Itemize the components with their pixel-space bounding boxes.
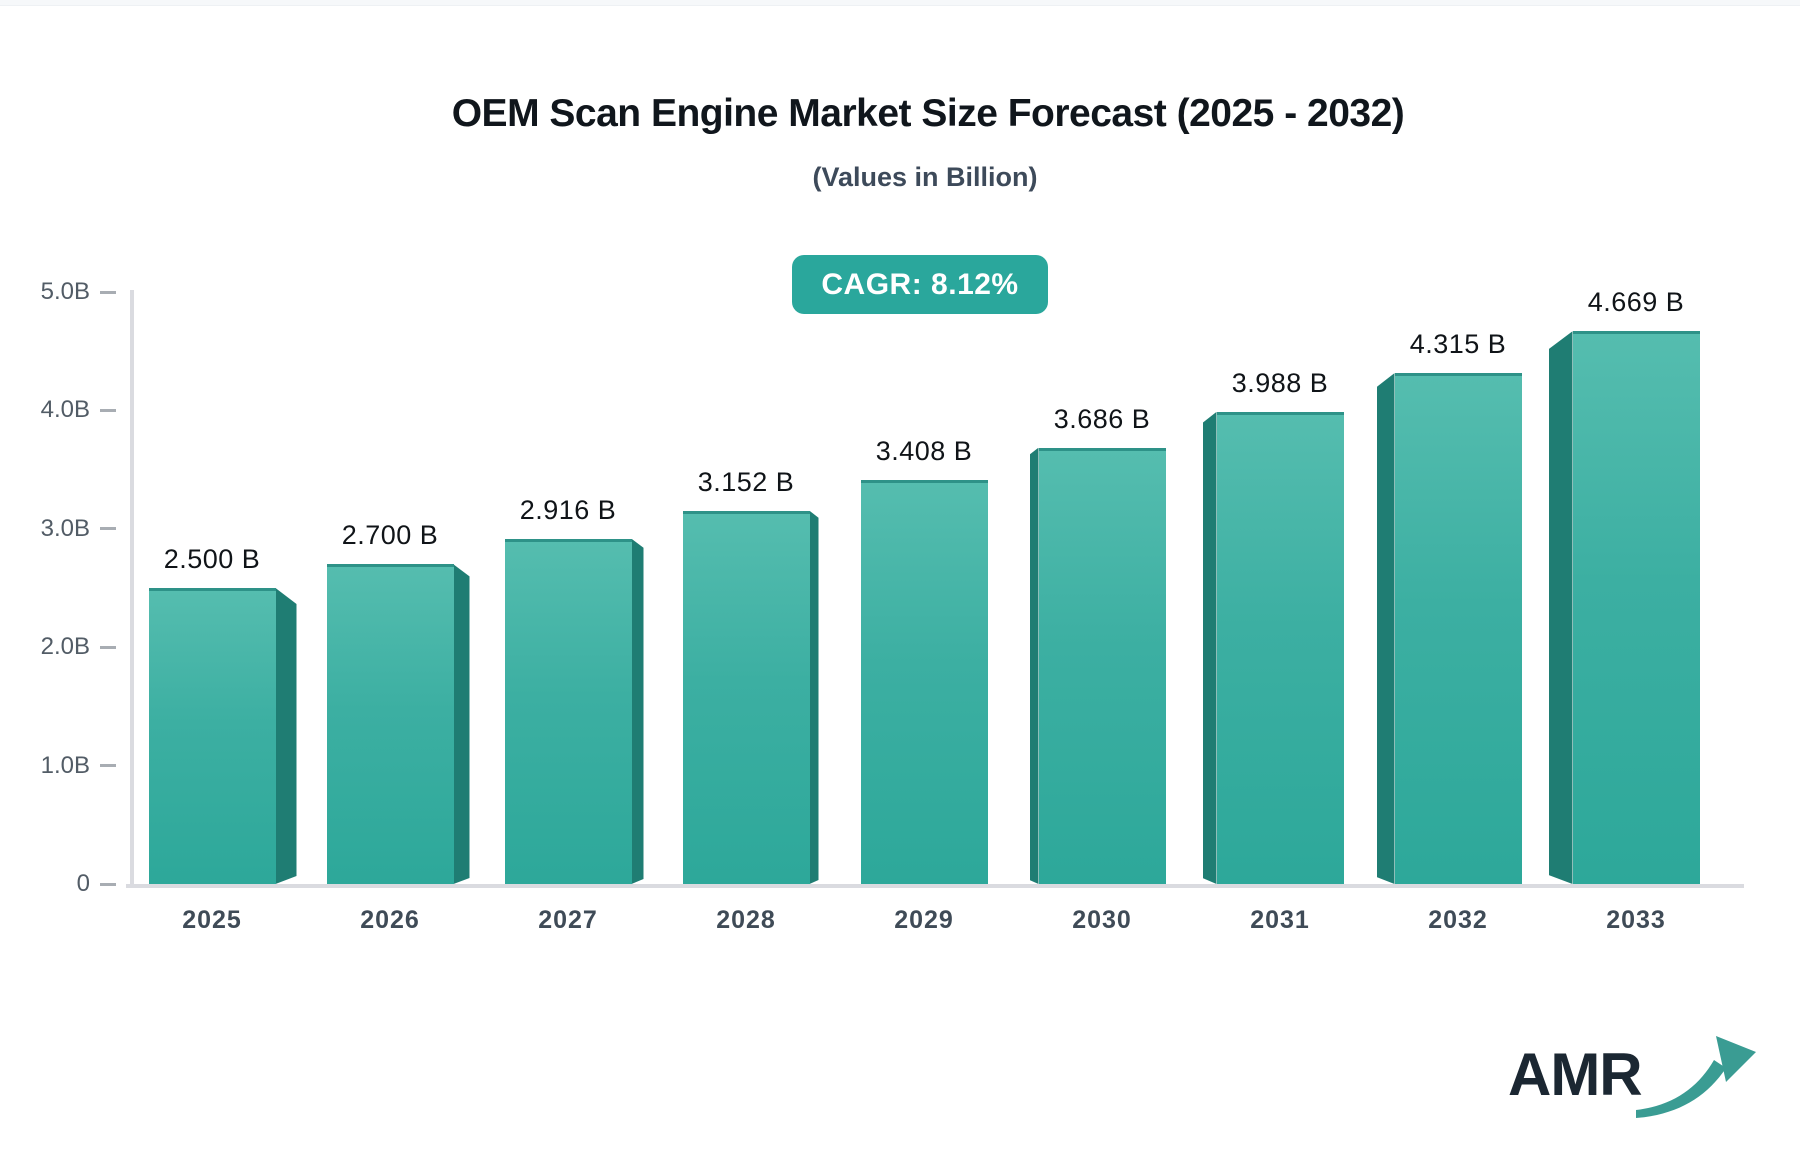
page-subtitle: (Values in Billion) (812, 162, 1038, 192)
bar-value-label: 4.315 B (1409, 329, 1507, 360)
bar-side-panel-2025 (276, 588, 297, 884)
bar-face-2027 (504, 538, 632, 884)
bar-face-2028 (682, 510, 810, 884)
x-axis-baseline (126, 884, 1744, 888)
x-tick-label: 2030 (1072, 906, 1132, 934)
page-title: OEM Scan Engine Market Size Forecast (20… (451, 92, 1405, 135)
x-tick-label: 2033 (1606, 906, 1666, 934)
y-tick-mark (100, 764, 116, 768)
bar-value-label: 3.152 B (697, 466, 795, 497)
bar-value-label: 2.916 B (519, 494, 617, 525)
bar-side-panel-2028 (810, 511, 819, 884)
x-tick-label: 2028 (716, 906, 776, 934)
bar-value-label: 2.500 B (163, 544, 261, 574)
bar-value-label: 4.669 B (1587, 287, 1685, 318)
bar-face-2029 (860, 480, 988, 884)
bar-face-2026 (326, 564, 454, 884)
x-tick-label: 2027 (538, 906, 598, 934)
trend-up-arrow-icon (1636, 1036, 1756, 1118)
y-tick-mark (100, 290, 116, 294)
top-border-strip (0, 0, 1800, 6)
bar-face-2032 (1394, 373, 1522, 884)
bar-face-2030 (1038, 447, 1166, 884)
y-axis-line (130, 290, 134, 888)
bar-face-2033 (1572, 331, 1700, 884)
cagr-badge: CAGR: 8.12% (792, 255, 1048, 314)
x-tick-label: 2031 (1250, 906, 1310, 934)
bar-value-label: 3.408 B (875, 436, 973, 467)
bar-side-panel-2027 (632, 539, 644, 884)
amr-logo: AMR (1508, 1028, 1758, 1123)
x-tick-label: 2029 (894, 906, 954, 934)
bar-face-2025 (148, 588, 276, 884)
y-tick-label: 3.0B (40, 514, 90, 542)
bar-face-2031 (1216, 411, 1344, 884)
y-tick-label: 2.0B (40, 633, 90, 661)
bar-side-panel-2033 (1549, 331, 1573, 884)
cagr-label: CAGR: 8.12% (821, 267, 1019, 301)
x-tick-label: 2025 (182, 906, 242, 934)
y-tick-label: 5.0B (40, 278, 90, 305)
y-tick-label: 0 (76, 870, 90, 897)
bar-side-panel-2032 (1377, 373, 1395, 884)
y-tick-mark (100, 408, 116, 412)
y-tick-mark (100, 882, 116, 886)
y-tick-label: 1.0B (40, 751, 90, 779)
bar-side-panel-2031 (1203, 412, 1217, 884)
bar-value-label: 3.988 B (1231, 367, 1329, 398)
bar-side-panel-2026 (454, 564, 470, 884)
bar-value-label: 2.700 B (341, 520, 439, 551)
bar-value-label: 3.686 B (1053, 403, 1151, 434)
x-tick-label: 2026 (360, 906, 420, 934)
y-tick-mark (100, 527, 116, 531)
bar-side-panel-2030 (1030, 448, 1039, 884)
x-tick-label: 2032 (1428, 906, 1488, 934)
y-tick-label: 4.0B (40, 396, 90, 424)
y-tick-mark (100, 645, 116, 649)
amr-logo-text: AMR (1508, 1041, 1643, 1108)
